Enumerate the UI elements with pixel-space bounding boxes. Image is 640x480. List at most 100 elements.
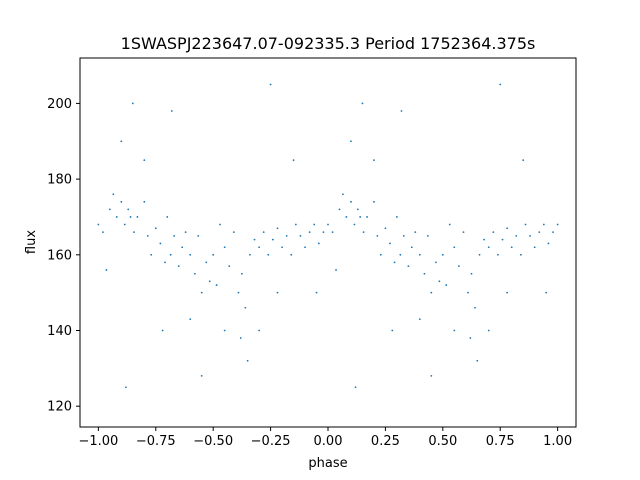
data-point — [529, 234, 531, 237]
data-point — [426, 234, 429, 237]
data-point — [239, 337, 242, 339]
y-axis: 120 140 160 180 200 — [47, 97, 80, 415]
data-point — [506, 291, 509, 294]
data-point — [276, 291, 279, 294]
data-point — [164, 261, 166, 264]
data-point — [376, 234, 379, 237]
data-point — [438, 280, 441, 283]
y-tick-label: 120 — [47, 400, 72, 415]
data-point — [262, 231, 265, 233]
x-tick-label: −0.25 — [251, 434, 291, 449]
data-point — [345, 216, 348, 218]
data-point — [123, 223, 126, 226]
chart-title: 1SWASPJ223647.07-092335.3 Period 1752364… — [121, 34, 536, 53]
data-point — [366, 216, 368, 218]
data-point — [414, 231, 417, 233]
data-point — [402, 234, 405, 237]
data-point — [112, 193, 115, 196]
data-point — [184, 231, 187, 233]
data-point — [338, 208, 341, 211]
data-point — [292, 159, 295, 162]
data-point — [538, 231, 541, 233]
data-point — [244, 306, 247, 309]
data-point — [356, 208, 359, 211]
data-point — [407, 265, 410, 268]
x-axis: −1.00 −0.75 −0.50 −0.25 0.00 0.25 0.50 0.75 1.00 — [78, 427, 572, 449]
data-point — [441, 253, 444, 256]
data-point — [435, 261, 437, 264]
data-point — [228, 265, 231, 268]
data-point — [384, 227, 387, 230]
x-tick-label: 0.00 — [314, 434, 343, 449]
data-point — [208, 280, 211, 283]
data-point — [200, 291, 203, 294]
y-tick-label: 140 — [47, 324, 72, 339]
data-point — [240, 272, 243, 275]
data-point — [315, 291, 318, 294]
data-point — [317, 242, 320, 245]
data-point — [169, 253, 172, 256]
y-tick-label: 160 — [47, 248, 72, 263]
data-point — [223, 246, 226, 249]
data-point — [150, 253, 153, 256]
data-point — [545, 291, 548, 294]
x-tick-label: −1.00 — [78, 434, 118, 449]
data-point — [143, 159, 146, 162]
data-point — [133, 231, 135, 233]
data-point — [542, 223, 545, 226]
data-point — [522, 159, 525, 162]
data-point — [359, 216, 362, 218]
data-point — [445, 284, 448, 286]
data-point — [232, 231, 235, 233]
data-point — [237, 291, 240, 294]
data-point — [285, 234, 288, 237]
data-point — [410, 246, 413, 249]
data-point — [313, 223, 316, 226]
data-point — [476, 359, 479, 362]
data-point — [389, 242, 391, 245]
data-point — [373, 200, 375, 203]
data-point — [515, 234, 518, 237]
data-point — [462, 231, 465, 233]
data-point — [483, 238, 486, 241]
data-point — [393, 261, 396, 264]
data-point — [448, 223, 451, 226]
data-point — [331, 231, 334, 233]
data-point — [430, 375, 433, 377]
x-axis-label: phase — [308, 456, 347, 471]
data-point — [246, 359, 249, 362]
data-point — [108, 208, 111, 211]
data-point — [497, 253, 499, 256]
data-point — [212, 253, 215, 256]
data-point — [97, 223, 100, 226]
data-point — [120, 140, 123, 143]
data-point — [136, 216, 139, 218]
data-point — [533, 246, 536, 249]
data-point — [506, 227, 509, 230]
data-point — [556, 223, 559, 226]
data-point — [362, 231, 365, 233]
data-point — [350, 200, 352, 203]
data-point — [193, 272, 196, 275]
data-point — [361, 102, 364, 105]
data-point — [469, 337, 472, 339]
data-point — [335, 269, 337, 271]
data-point — [423, 272, 426, 275]
data-point — [170, 110, 173, 112]
data-point — [399, 253, 402, 256]
x-tick-label: 0.25 — [371, 434, 400, 449]
data-point — [492, 231, 495, 233]
data-point — [342, 193, 344, 196]
data-point — [166, 216, 169, 218]
data-point — [189, 318, 192, 321]
data-point — [327, 223, 329, 226]
y-tick-label: 180 — [47, 173, 72, 188]
data-point — [258, 246, 261, 249]
x-tick-label: 0.50 — [428, 434, 457, 449]
data-point — [173, 234, 176, 237]
data-point — [219, 223, 221, 226]
data-point — [474, 306, 476, 309]
data-point — [501, 238, 504, 241]
